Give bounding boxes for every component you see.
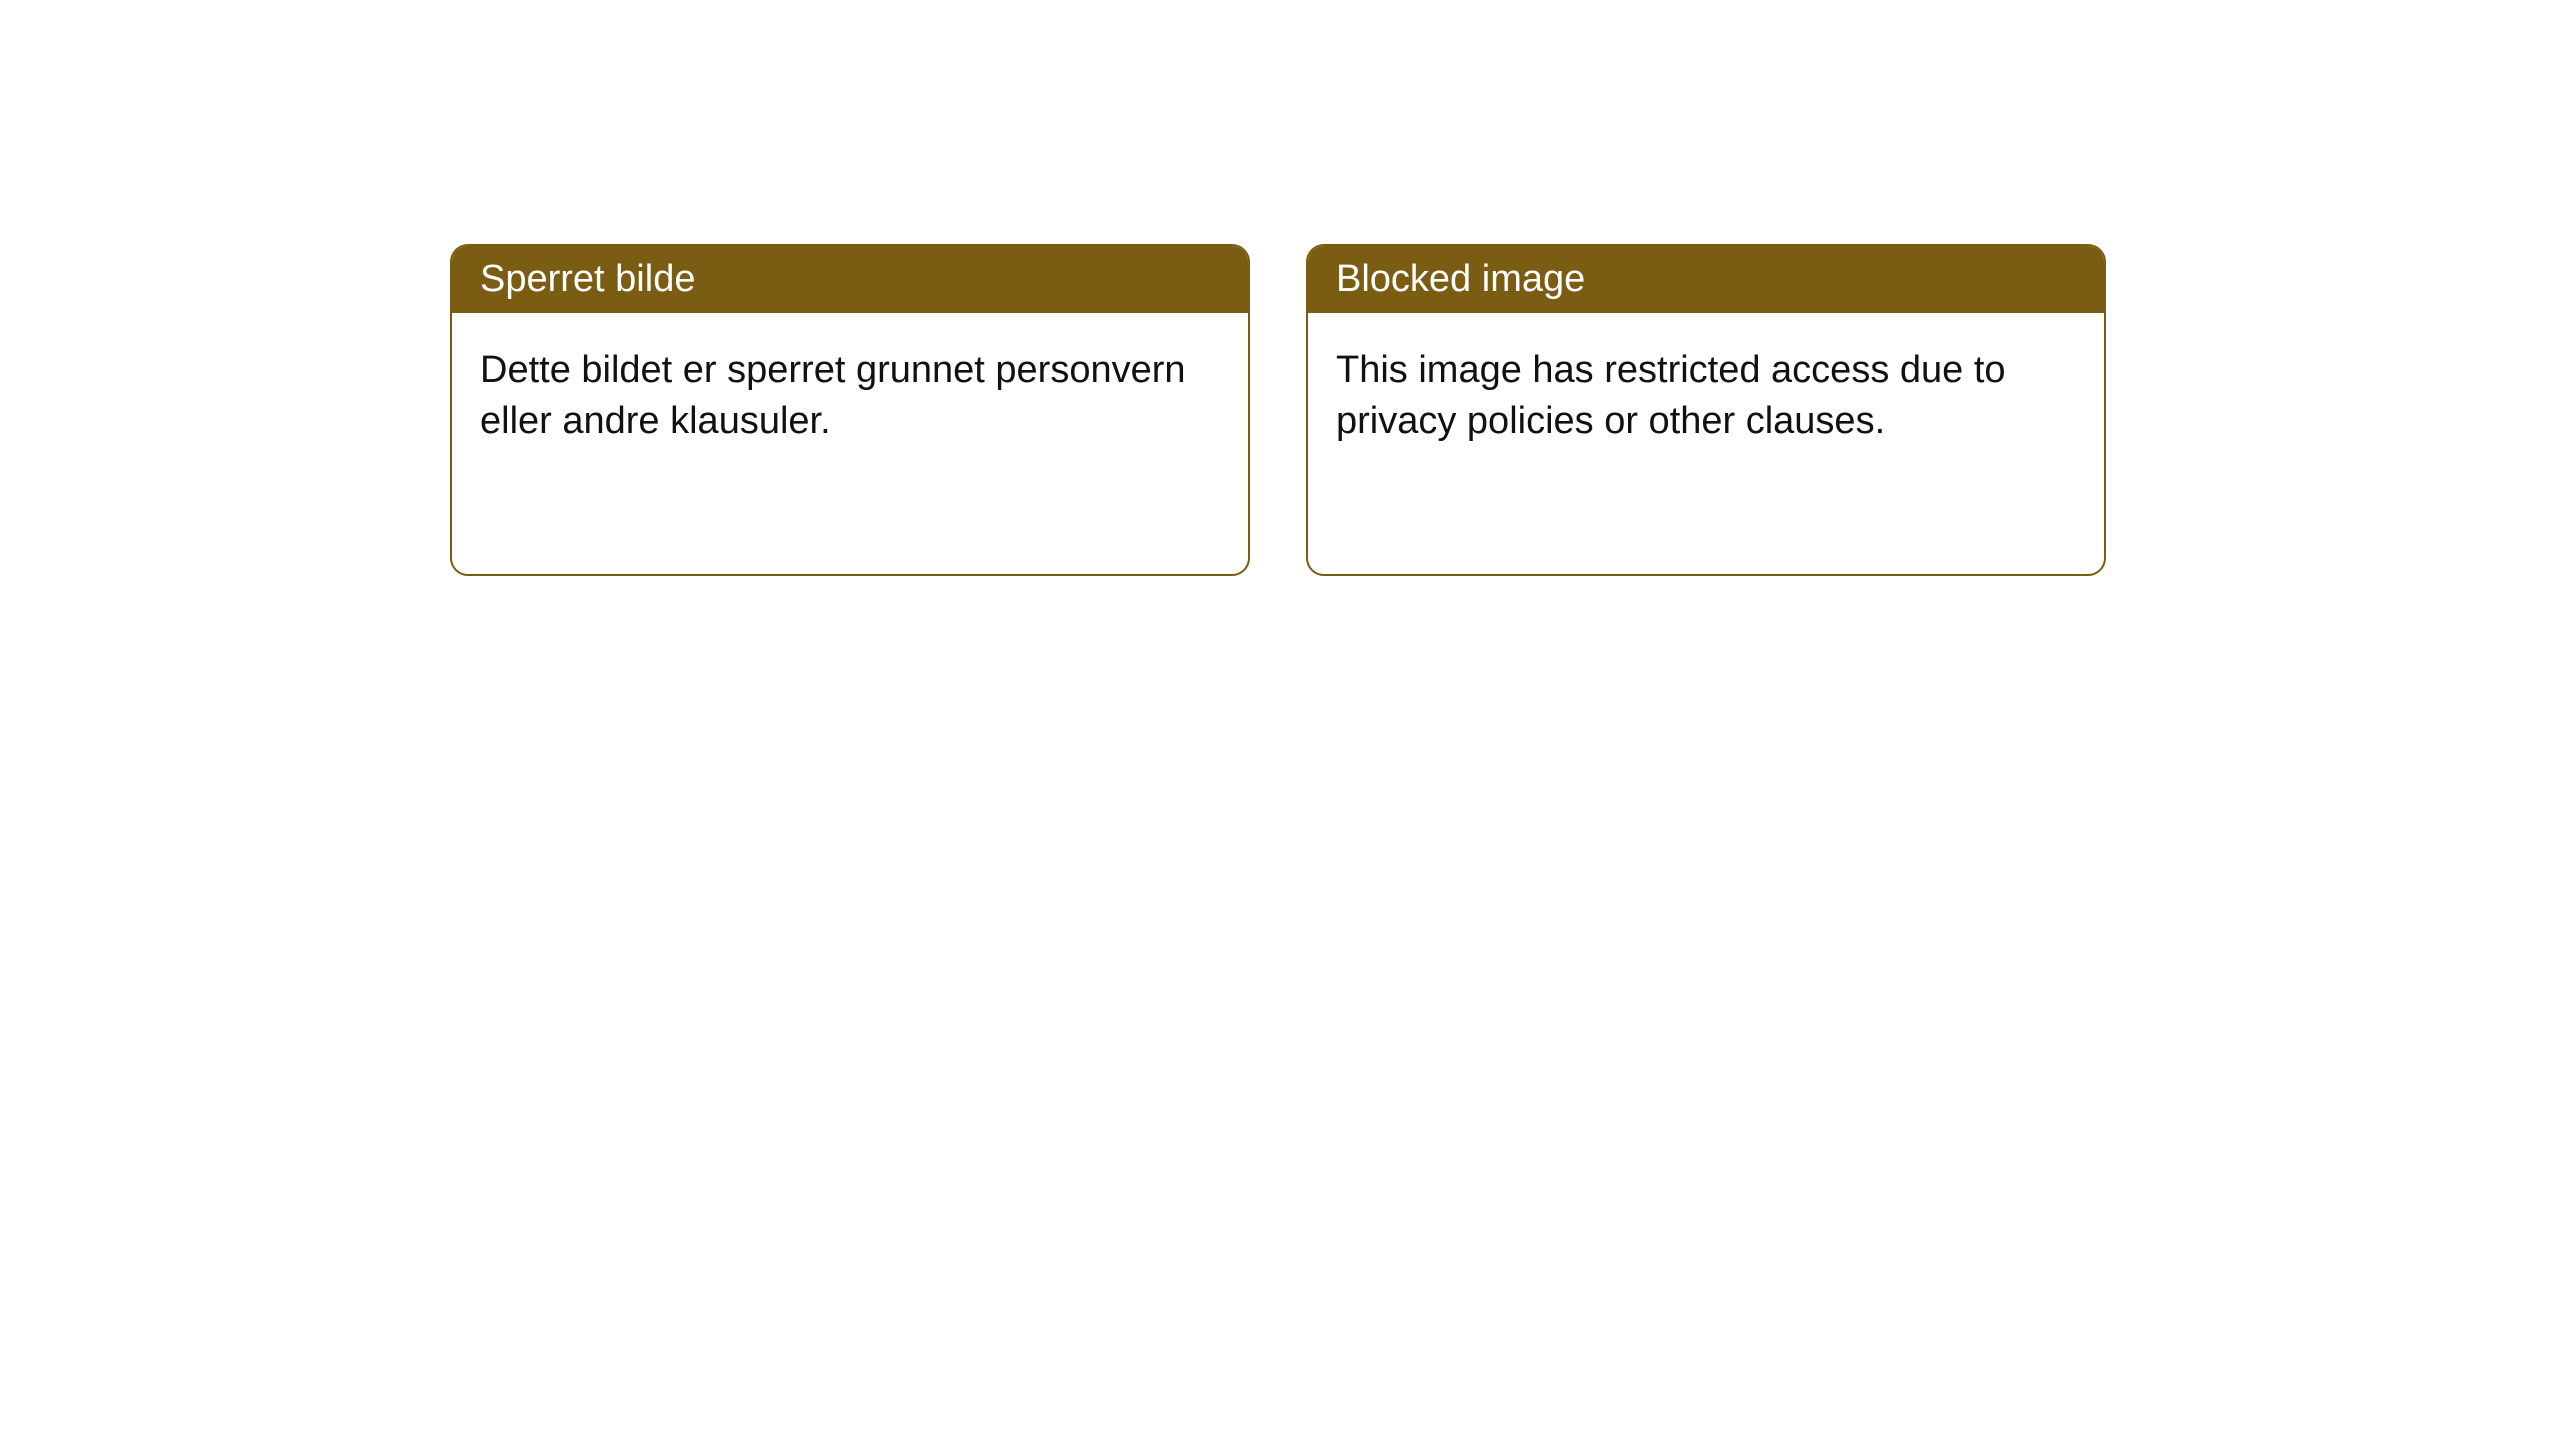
card-norwegian: Sperret bilde Dette bildet er sperret gr…	[450, 244, 1250, 576]
cards-container: Sperret bilde Dette bildet er sperret gr…	[450, 244, 2106, 576]
card-norwegian-header: Sperret bilde	[452, 246, 1248, 313]
card-english-body: This image has restricted access due to …	[1308, 313, 2104, 480]
card-english: Blocked image This image has restricted …	[1306, 244, 2106, 576]
card-norwegian-body: Dette bildet er sperret grunnet personve…	[452, 313, 1248, 480]
card-english-header: Blocked image	[1308, 246, 2104, 313]
